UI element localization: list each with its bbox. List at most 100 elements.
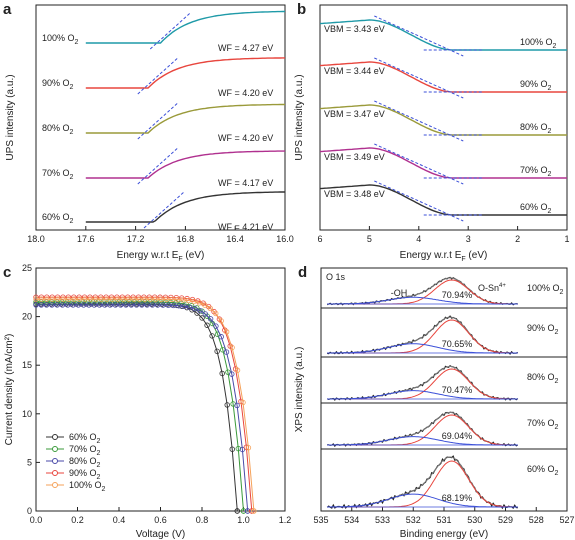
panel-c-marker (69, 299, 76, 305)
legend-entry-subscript: 2 (97, 474, 101, 481)
panel-c-marker (214, 348, 220, 355)
panel-d-raw-spectrum (327, 411, 519, 448)
panel-c-marker (44, 296, 50, 302)
panel-c-marker (136, 296, 143, 302)
panel-c-marker (54, 302, 60, 308)
panel-c-marker (96, 302, 103, 308)
peak-label-oh: -OH (391, 288, 408, 298)
panel-d-raw-spectrum (327, 315, 519, 355)
x-tick-label: 0.6 (154, 515, 167, 525)
panel-c-marker (213, 323, 219, 329)
panel-c-marker (125, 296, 132, 302)
panel-a-ups-work-function: a 18.0 17.6 17.2 16.8 16.4 16.0 Energy w.r.t EF… (3, 1, 294, 263)
panel-c-curve-series (36, 298, 255, 512)
panel-c-marker (204, 322, 210, 328)
panel-d-percent-label: 68.19% (442, 493, 473, 503)
panel-c-marker (87, 296, 94, 302)
panel-c-marker (229, 371, 235, 377)
x-tick-label: 6 (317, 234, 322, 244)
panel-b-curve-series (319, 104, 567, 136)
panel-a-wf-label: WF = 4.27 eV (218, 43, 273, 53)
x-tick-label: 528 (529, 515, 544, 525)
x-tick-label: 529 (498, 515, 513, 525)
panel-c-marker (86, 302, 92, 308)
panel-b-frame (319, 4, 568, 231)
panel-d-series-label-subscript: 2 (555, 424, 559, 431)
x-tick-label: 0.4 (113, 515, 126, 525)
panel-c-marker (202, 302, 208, 308)
panel-c-x-axis-label: Voltage (V) (136, 529, 185, 540)
panel-b-series-label: 80% O2 (520, 122, 552, 135)
panel-d-raw-spectrum (326, 364, 519, 401)
x-tick-label: 16.0 (276, 234, 294, 244)
panel-c-marker (43, 302, 50, 308)
panel-c-marker (176, 303, 182, 309)
peak-label-o-sn-superscript: 4+ (499, 283, 506, 289)
panel-c-marker (107, 302, 113, 308)
panel-d-x-axis-label: Binding energy (eV) (400, 529, 488, 540)
panel-c-curve-series (36, 303, 238, 512)
panel-b-curve-series (319, 61, 567, 93)
panel-d-letter: d (298, 264, 307, 281)
panel-c-marker (191, 298, 197, 305)
y-tick-label: 5 (27, 457, 32, 467)
legend-entry-main: 90% O (69, 468, 97, 478)
panel-a-letter: a (3, 1, 12, 18)
x-tick-label: 530 (467, 515, 482, 525)
panel-a-series-label-main: 70% O (42, 168, 70, 178)
panel-b-series-label-main: 60% O (520, 202, 548, 212)
panel-c-marker (154, 302, 161, 308)
panel-c-marker (65, 302, 71, 308)
legend-swatch-marker (52, 482, 58, 488)
panel-b-curve-series (319, 184, 567, 216)
peak-label-o-sn-main: O-Sn (478, 283, 499, 293)
panel-a-x-axis-label-unit: (eV) (183, 250, 205, 261)
panel-c-marker (70, 302, 76, 308)
panel-c-marker (116, 299, 122, 305)
panel-c-marker (38, 302, 44, 308)
x-tick-label: 16.8 (177, 234, 195, 244)
panel-c-marker (80, 302, 87, 308)
panel-b-y-axis-label: UPS intensity (a.u.) (294, 74, 305, 160)
panel-b-series-label: 70% O2 (520, 165, 552, 178)
panel-b-x-axis-label-subscript: F (461, 256, 465, 263)
panel-c-marker (133, 302, 140, 308)
x-tick-label: 3 (466, 234, 471, 244)
panel-c-letter: c (3, 264, 11, 281)
panel-a-curve-series (85, 191, 285, 223)
panel-d-envelope (327, 316, 518, 354)
panel-a-series-label: 70% O2 (42, 168, 74, 181)
x-tick-label: 533 (375, 515, 390, 525)
panel-a-curve-series (85, 10, 285, 44)
panel-b-series-label-main: 100% O (520, 37, 553, 47)
panel-c-marker (105, 299, 112, 305)
panel-c-marker (147, 296, 154, 302)
x-tick-label: 1.0 (237, 515, 250, 525)
panel-c-marker (239, 446, 246, 453)
panel-c-marker (229, 344, 235, 351)
panel-b-vbm-label: VBM = 3.48 eV (324, 189, 385, 199)
panel-c-marker (121, 299, 127, 305)
panel-b-letter: b (297, 1, 306, 18)
panel-a-fit-line (137, 147, 179, 185)
panel-d-envelope (327, 456, 518, 508)
panel-b-series-label-main: 80% O (520, 122, 548, 132)
panel-a-series-label: 90% O2 (42, 78, 74, 91)
panel-b-x-axis-label-main: Energy w.r.t E (400, 250, 462, 261)
panel-c-marker (64, 299, 70, 305)
panel-a-series-label-main: 80% O (42, 123, 70, 133)
panel-b-series-label-subscript: 2 (548, 171, 552, 178)
panel-d-series-label: 70% O2 (527, 418, 559, 431)
x-tick-label: 1 (564, 234, 569, 244)
panel-b-series-label: 100% O2 (520, 37, 557, 50)
panel-c-marker (164, 296, 170, 302)
panel-b-vbm-label: VBM = 3.49 eV (324, 152, 385, 162)
panel-d-raw-spectrum (326, 455, 518, 510)
panel-d-series-label-subscript: 2 (555, 329, 559, 336)
panel-c-marker (111, 299, 117, 305)
panel-c-marker (234, 508, 240, 514)
panel-d-series-label: 100% O2 (527, 283, 564, 296)
panel-d-series-label-main: 60% O (527, 464, 555, 474)
x-tick-label: 2 (515, 234, 520, 244)
panel-c-marker (169, 296, 175, 303)
